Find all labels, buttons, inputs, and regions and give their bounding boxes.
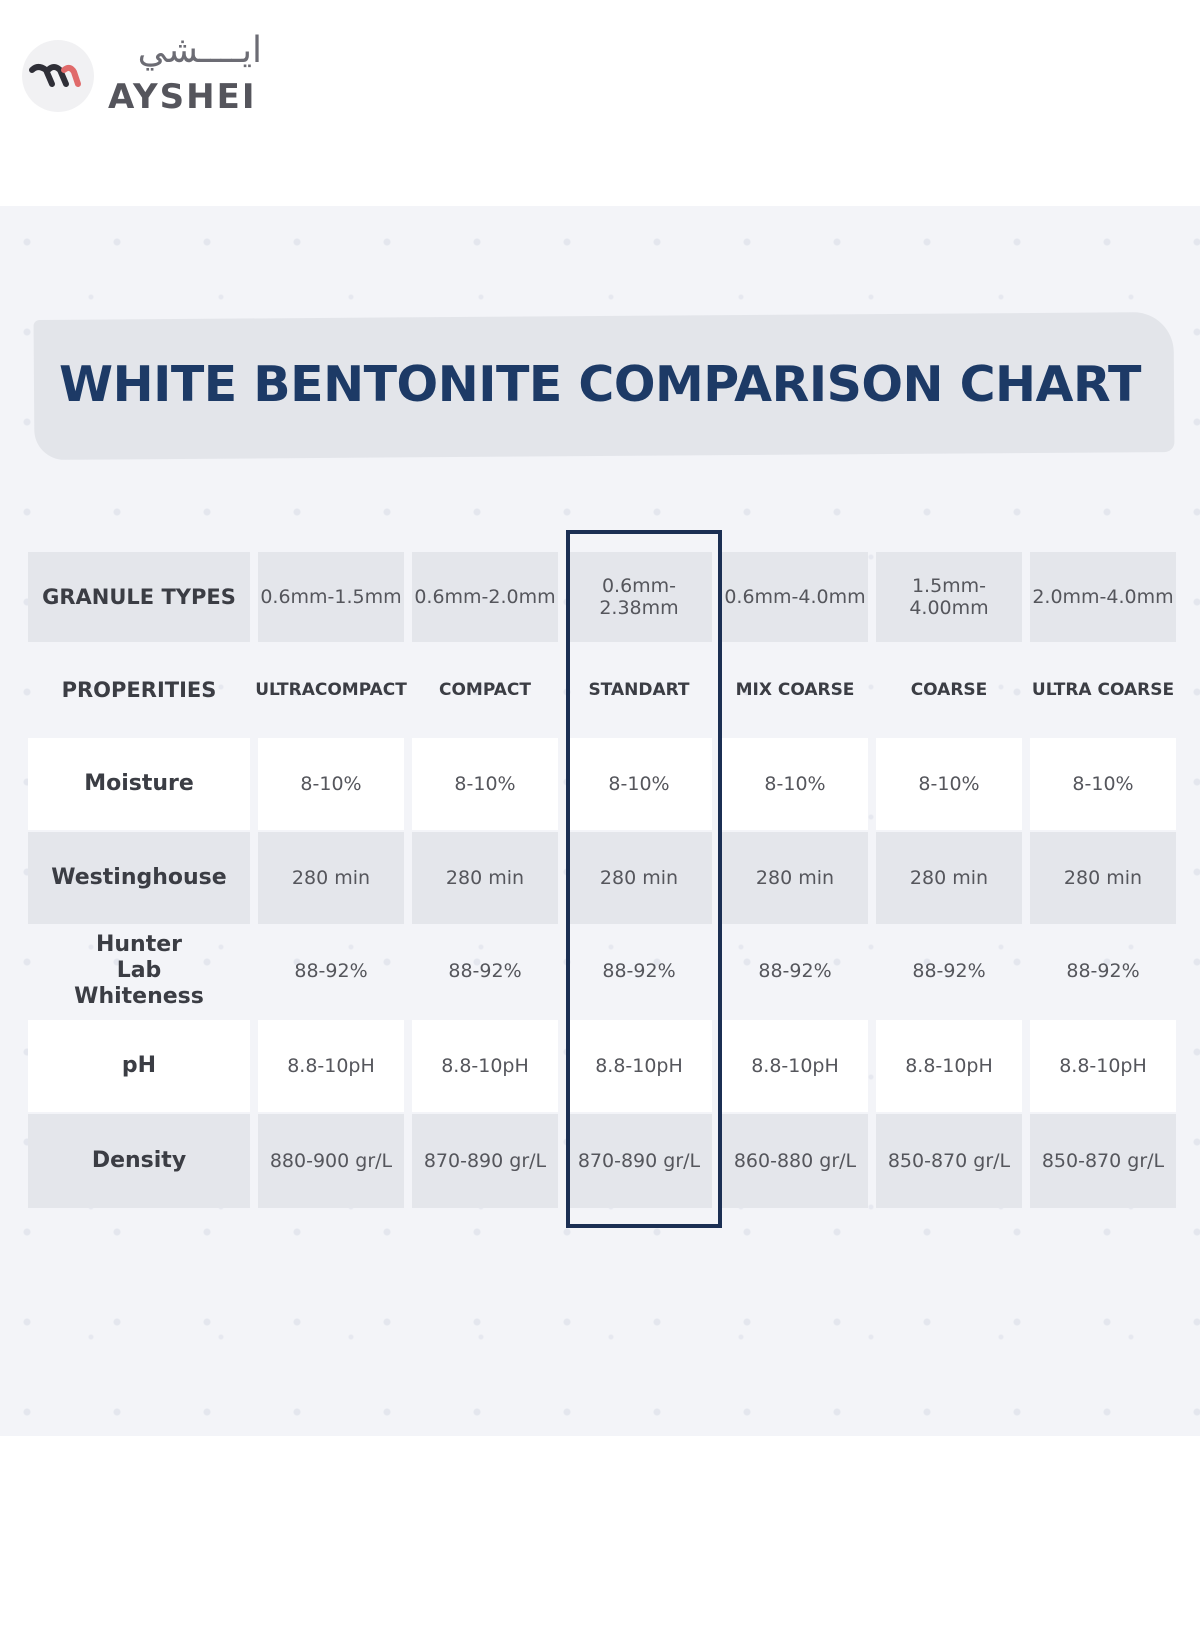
- table-cell: 88-92%: [912, 960, 986, 982]
- row-label: Moisture: [28, 738, 250, 830]
- row-label: pH: [28, 1020, 250, 1112]
- logo-wordmark: AYSHEI: [108, 77, 257, 117]
- granule-types-label: GRANULE TYPES: [28, 552, 250, 642]
- table-cell: 280 min: [722, 832, 868, 924]
- product-type-header: COARSE: [910, 680, 988, 700]
- table-cell: 8-10%: [722, 738, 868, 830]
- table-cell: 88-92%: [1066, 960, 1140, 982]
- table-cell: 8.8-10pH: [566, 1020, 712, 1112]
- table-cell: 850-870 gr/L: [1030, 1114, 1176, 1208]
- table-cell: 8-10%: [412, 738, 558, 830]
- granule-size-cell: 1.5mm-4.00mm: [876, 552, 1022, 642]
- table-cell: 280 min: [876, 832, 1022, 924]
- table-cell: 850-870 gr/L: [876, 1114, 1022, 1208]
- granule-size-cell: 0.6mm-4.0mm: [722, 552, 868, 642]
- product-type-header: ULTRACOMPACT: [255, 680, 407, 700]
- granule-size-cell: 0.6mm-1.5mm: [258, 552, 404, 642]
- product-type-header: STANDART: [588, 680, 690, 700]
- table-cell: 8-10%: [1030, 738, 1176, 830]
- product-type-header: ULTRA COARSE: [1031, 680, 1175, 700]
- table-cell: 88-92%: [448, 960, 522, 982]
- table-cell: 8.8-10pH: [876, 1020, 1022, 1112]
- product-type-header: MIX COARSE: [735, 680, 855, 700]
- logo-arabic-text: ايــــشي: [137, 30, 262, 71]
- row-label: Hunter Lab Whiteness: [74, 932, 204, 1009]
- table-cell: 280 min: [566, 832, 712, 924]
- row-label: Density: [28, 1114, 250, 1208]
- table-cell: 870-890 gr/L: [412, 1114, 558, 1208]
- product-type-header: COMPACT: [439, 680, 531, 700]
- table-cell: 88-92%: [294, 960, 368, 982]
- table-cell: 8.8-10pH: [722, 1020, 868, 1112]
- page-title: WHITE BENTONITE COMPARISON CHART: [59, 356, 1141, 413]
- table-cell: 860-880 gr/L: [722, 1114, 868, 1208]
- granule-size-cell: 0.6mm-2.38mm: [566, 552, 712, 642]
- table-cell: 8-10%: [876, 738, 1022, 830]
- table-cell: 8-10%: [566, 738, 712, 830]
- properties-label: PROPERITIES: [61, 678, 217, 702]
- table-cell: 8.8-10pH: [412, 1020, 558, 1112]
- table-cell: 880-900 gr/L: [258, 1114, 404, 1208]
- granule-size-cell: 0.6mm-2.0mm: [412, 552, 558, 642]
- table-cell: 280 min: [258, 832, 404, 924]
- table-cell: 8.8-10pH: [1030, 1020, 1176, 1112]
- granule-size-cell: 2.0mm-4.0mm: [1030, 552, 1176, 642]
- table-cell: 8-10%: [258, 738, 404, 830]
- table-cell: 88-92%: [602, 960, 676, 982]
- table-cell: 88-92%: [758, 960, 832, 982]
- ayshei-logo-icon: [22, 40, 94, 112]
- table-cell: 280 min: [412, 832, 558, 924]
- table-cell: 280 min: [1030, 832, 1176, 924]
- table-cell: 870-890 gr/L: [566, 1114, 712, 1208]
- row-label: Westinghouse: [28, 832, 250, 924]
- table-cell: 8.8-10pH: [258, 1020, 404, 1112]
